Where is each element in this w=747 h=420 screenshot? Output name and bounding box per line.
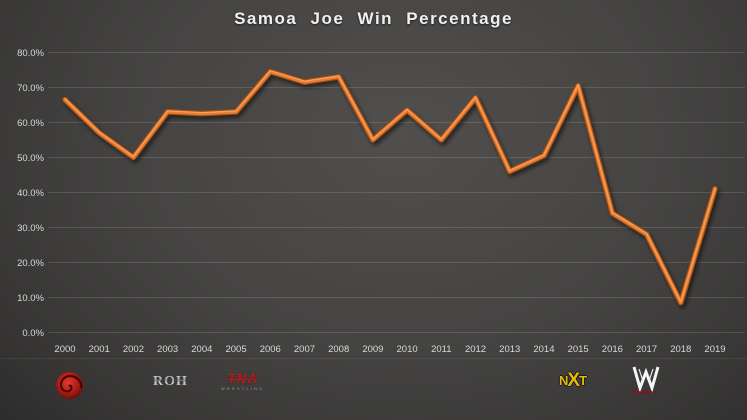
x-tick-label: 2008 [328, 344, 349, 355]
x-tick-label: 2007 [294, 344, 315, 355]
x-tick-label: 2000 [54, 344, 75, 355]
tna-logo-text: TNA [227, 371, 259, 386]
x-tick-label: 2012 [465, 344, 486, 355]
series-line [63, 69, 717, 305]
x-tick-label: 2004 [191, 344, 212, 355]
roh-logo: ROH [153, 372, 188, 390]
x-tick-label: 2016 [602, 344, 623, 355]
series-line-highlight [64, 70, 716, 303]
nxt-letter-n: N [559, 373, 569, 388]
footer-divider [0, 358, 747, 359]
x-tick-label: 2013 [499, 344, 520, 355]
x-tick-label: 2019 [704, 344, 725, 355]
chart-title: Samoa Joe Win Percentage [234, 9, 513, 28]
nxt-letter-x: X [567, 370, 581, 391]
x-tick-label: 2011 [431, 344, 451, 355]
y-tick-label: 0.0% [22, 328, 44, 339]
x-tick-label: 2005 [225, 344, 246, 355]
x-tick-label: 2010 [397, 344, 418, 355]
red-spiral-icon [56, 372, 83, 399]
axis-labels: 0.0% 10.0% 20.0% 30.0% 40.0% 50.0% 60.0% 70.0% 8… [17, 48, 725, 355]
x-tick-label: 2015 [568, 344, 589, 355]
y-tick-label: 30.0% [17, 223, 44, 234]
x-tick-label: 2014 [533, 344, 554, 355]
x-tick-label: 2002 [123, 344, 144, 355]
nxt-logo: N X T [559, 371, 587, 390]
y-tick-label: 80.0% [17, 48, 44, 59]
y-tick-label: 40.0% [17, 188, 44, 199]
wwe-logo [629, 364, 663, 401]
win-percentage-series [62, 68, 718, 306]
y-tick-label: 20.0% [17, 258, 44, 269]
tna-logo: TNA WRESTLING [221, 372, 265, 391]
x-tick-label: 2003 [157, 344, 178, 355]
y-tick-label: 10.0% [17, 293, 44, 304]
line-chart: 0.0% 10.0% 20.0% 30.0% 40.0% 50.0% 60.0% 70.0% 8… [17, 48, 745, 355]
tna-logo-subtext: WRESTLING [221, 386, 265, 391]
x-tick-label: 2009 [362, 344, 383, 355]
x-tick-label: 2018 [670, 344, 691, 355]
x-tick-label: 2017 [636, 344, 657, 355]
wwe-w-icon [631, 366, 660, 394]
upw-logo [54, 370, 85, 406]
nxt-letter-t: T [579, 373, 588, 388]
gridlines [48, 51, 745, 333]
series-line-outline [62, 68, 718, 306]
y-tick-label: 50.0% [17, 153, 44, 164]
x-tick-label: 2001 [89, 344, 110, 355]
x-tick-label: 2006 [260, 344, 281, 355]
roh-logo-text: ROH [153, 374, 188, 389]
y-tick-label: 70.0% [17, 83, 44, 94]
y-tick-label: 60.0% [17, 118, 44, 129]
